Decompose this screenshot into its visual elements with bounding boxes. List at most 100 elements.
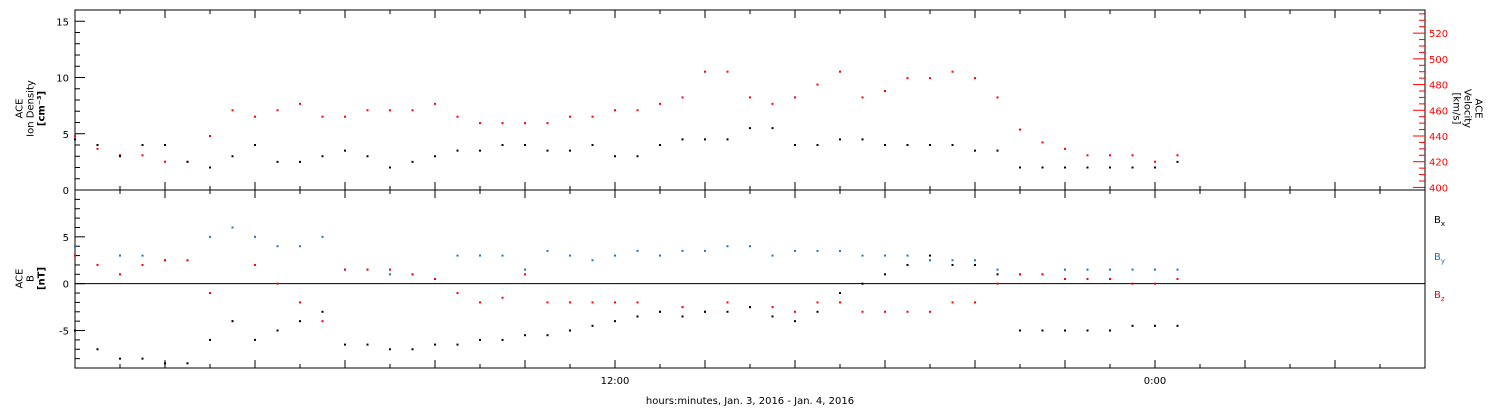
density-point	[546, 149, 549, 152]
bx-point	[1019, 329, 1021, 332]
velocity-point	[884, 90, 886, 92]
density-point	[321, 155, 324, 158]
by-point	[456, 254, 459, 257]
velocity-point	[524, 122, 526, 125]
bx-point	[749, 306, 751, 309]
bx-point	[884, 273, 886, 276]
bx-point	[1131, 324, 1134, 327]
bx-point	[906, 263, 909, 266]
velocity-point	[636, 109, 639, 112]
bx-point	[501, 338, 504, 341]
bz-point	[816, 301, 819, 304]
by-point	[479, 254, 481, 257]
density-point	[456, 149, 459, 152]
density-point	[1019, 166, 1021, 169]
bz-point	[839, 301, 841, 304]
bz-point	[884, 310, 886, 313]
by-point	[614, 254, 616, 257]
top-left-tick-label: 10	[56, 74, 69, 85]
by-point	[929, 259, 931, 262]
velocity-point	[231, 109, 234, 112]
x-tick-label: 12:00	[601, 376, 630, 387]
legend-by-main: B	[1434, 252, 1441, 263]
density-point	[906, 144, 909, 146]
density-point	[794, 144, 796, 146]
bz-point	[96, 263, 99, 266]
bz-point	[389, 268, 391, 271]
velocity-point	[816, 83, 819, 86]
bx-point	[591, 324, 594, 327]
by-point	[74, 245, 76, 248]
bx-point	[996, 273, 999, 276]
velocity-point	[749, 96, 751, 99]
bz-point	[771, 306, 774, 309]
bz-point	[344, 268, 346, 271]
bx-point	[816, 310, 819, 313]
bottom-left-axis-label-line-2: [nT]	[36, 266, 48, 291]
bz-point	[119, 273, 121, 276]
by-point	[726, 245, 729, 248]
velocity-point	[861, 96, 864, 99]
by-point	[524, 268, 526, 271]
top-left-axis-label-line-0: ACE	[14, 98, 26, 119]
bx-point	[321, 310, 324, 313]
bx-point	[1109, 329, 1111, 332]
velocity-point	[74, 135, 76, 137]
velocity-point	[344, 115, 346, 118]
velocity-point	[1109, 154, 1111, 157]
velocity-point	[456, 115, 459, 118]
top-left-tick-label: 0	[63, 186, 69, 197]
density-point	[1109, 166, 1111, 169]
velocity-point	[1019, 128, 1021, 131]
bz-point	[1019, 273, 1021, 276]
bottom-left-tick-label: 5	[63, 233, 69, 244]
density-point	[209, 166, 211, 169]
bx-point	[546, 334, 549, 337]
velocity-point	[704, 70, 706, 73]
top-panel-frame	[74, 9, 1426, 191]
bz-point	[1041, 273, 1044, 276]
bz-point	[141, 263, 144, 266]
by-point	[681, 249, 684, 252]
top-left-axis-label-line-1: Ion Density	[25, 80, 37, 137]
density-point	[501, 144, 504, 146]
density-point	[74, 138, 76, 141]
velocity-point	[996, 96, 999, 99]
by-point	[1109, 268, 1111, 271]
density-point	[771, 127, 774, 130]
bz-point	[1176, 278, 1179, 280]
legend-bx-sub: x	[1440, 220, 1446, 228]
density-point	[1154, 166, 1156, 169]
bz-point	[861, 310, 864, 313]
bz-point	[974, 301, 976, 304]
density-point	[839, 138, 841, 141]
velocity-point	[1064, 147, 1066, 150]
density-point	[1176, 160, 1179, 163]
bx-point	[704, 310, 706, 313]
bottom-left-tick-label: 0	[63, 280, 69, 291]
density-point	[951, 144, 954, 146]
density-point	[996, 149, 999, 152]
bx-point	[344, 343, 346, 346]
bx-point	[569, 329, 571, 332]
density-point	[816, 144, 819, 146]
density-point	[231, 155, 234, 158]
bz-point	[906, 310, 909, 313]
bottom-left-axis-label: ACE B [nT]	[15, 244, 48, 314]
legend-bz-sub: z	[1440, 295, 1445, 303]
velocity-point	[254, 115, 256, 118]
by-point	[974, 259, 976, 262]
velocity-point	[614, 109, 616, 112]
velocity-point	[794, 96, 796, 99]
bz-point	[951, 301, 954, 304]
bz-point	[614, 301, 616, 304]
bz-point	[209, 292, 211, 295]
density-point	[96, 144, 99, 146]
legend-bz-main: B	[1434, 290, 1441, 301]
top-left-tick-label: 5	[63, 130, 69, 141]
density-point	[254, 144, 256, 146]
bx-point	[951, 263, 954, 266]
velocity-point	[929, 77, 931, 80]
bx-point	[771, 315, 774, 318]
